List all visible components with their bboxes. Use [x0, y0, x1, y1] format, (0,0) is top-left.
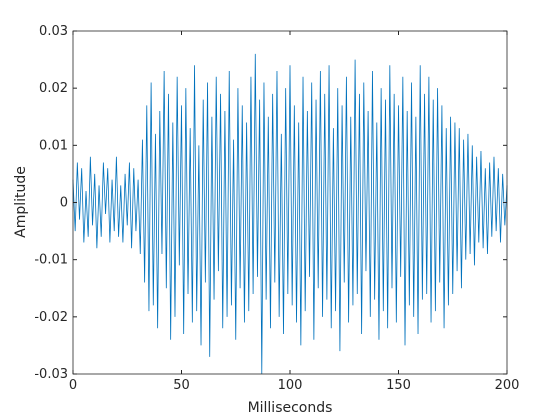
y-tick-label: 0 — [60, 196, 68, 211]
x-tick-label: 50 — [173, 378, 190, 393]
y-tick-label: 0.01 — [39, 138, 68, 153]
x-tick-label: 200 — [495, 378, 520, 393]
x-axis-label: Milliseconds — [248, 400, 333, 416]
y-tick-label: -0.02 — [34, 310, 68, 325]
x-tick-label: 100 — [278, 378, 303, 393]
x-tick-label: 0 — [69, 378, 77, 393]
x-tick-label: 150 — [386, 378, 411, 393]
waveform-line — [72, 53, 508, 375]
y-axis-label: Amplitude — [13, 166, 29, 238]
y-tick-label: 0.03 — [39, 24, 68, 39]
y-tick-label: -0.03 — [34, 367, 68, 382]
y-tick-label: 0.02 — [39, 81, 68, 96]
y-tick-label: -0.01 — [34, 253, 68, 268]
